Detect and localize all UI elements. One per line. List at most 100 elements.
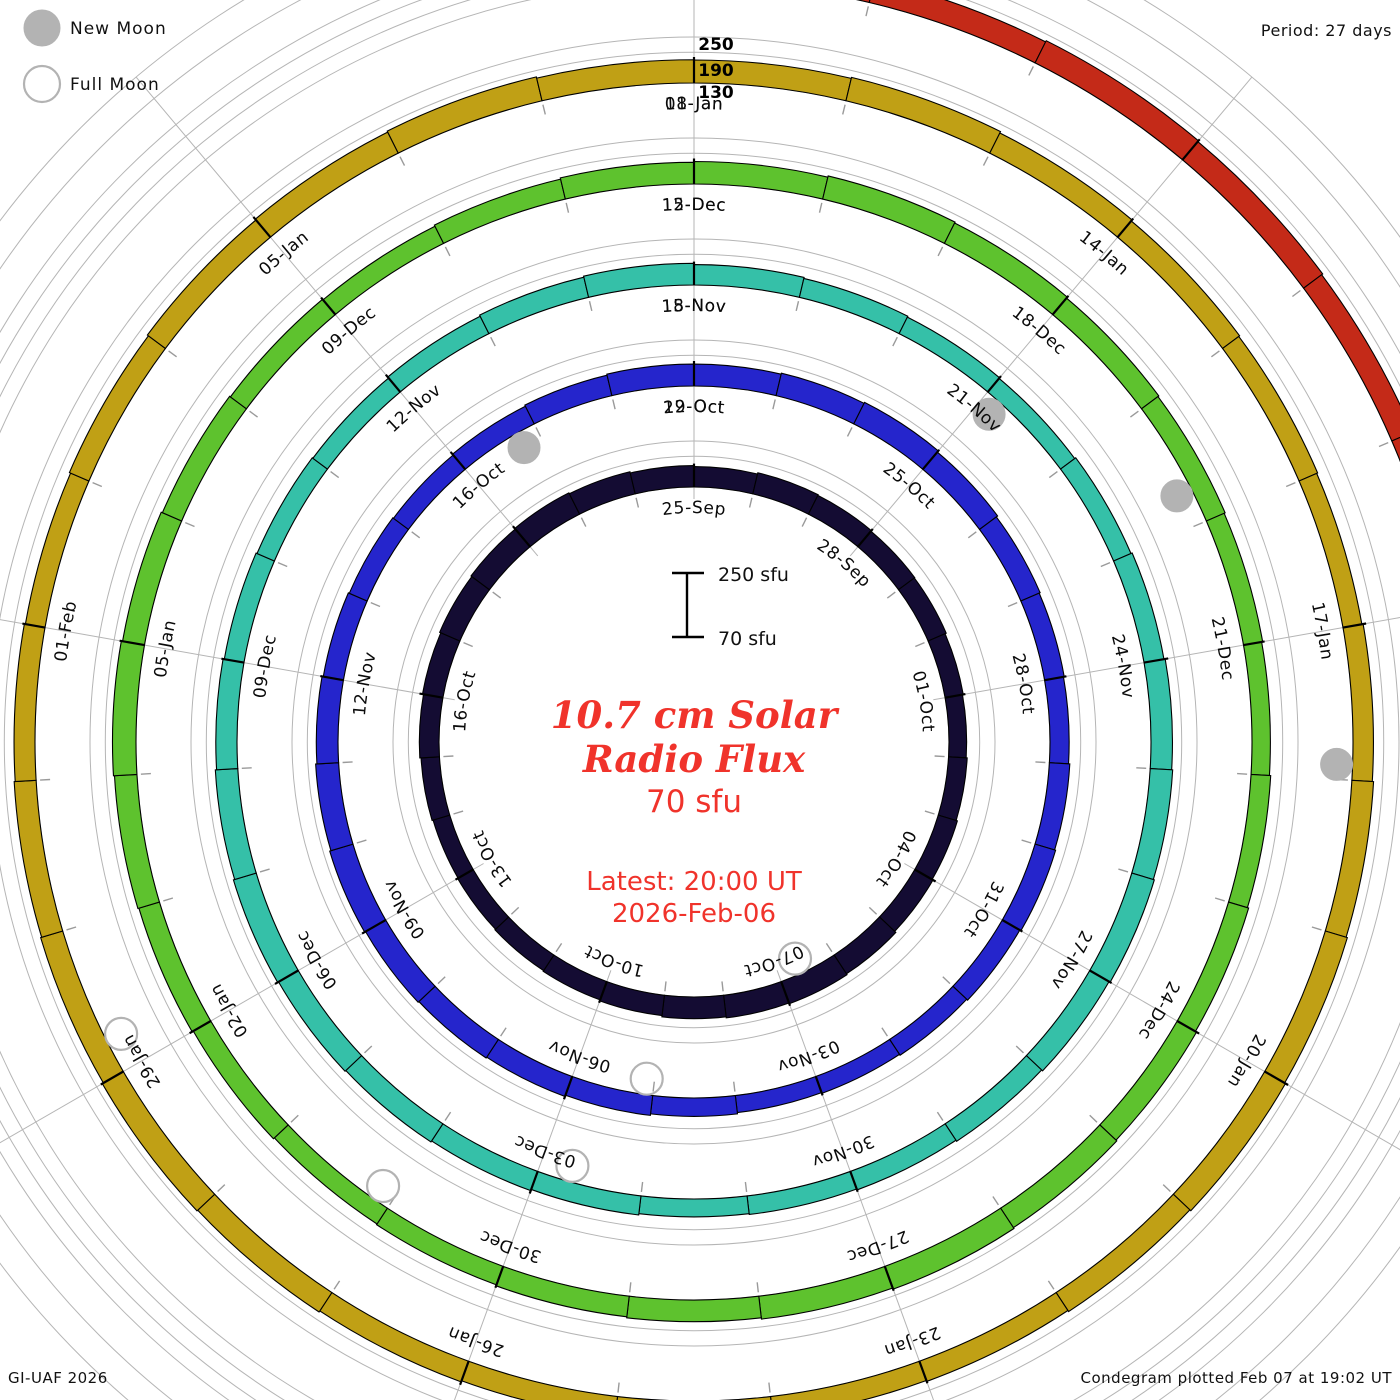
- flux-segment: [494, 916, 555, 972]
- date-label: 10-Oct: [581, 941, 646, 981]
- minor-tick: [629, 1282, 632, 1293]
- date-label: 12-Dec: [661, 195, 726, 216]
- flux-segment: [661, 994, 727, 1020]
- day-tick: [918, 1360, 929, 1384]
- minor-tick: [892, 336, 898, 347]
- day-tick: [814, 1076, 824, 1096]
- day-tick: [780, 981, 792, 1007]
- flux-segment: [1324, 779, 1375, 938]
- flux-segment: [277, 969, 363, 1072]
- flux-segment: [833, 916, 897, 975]
- minor-tick: [886, 591, 896, 599]
- minor-tick: [1311, 926, 1322, 931]
- flux-segment: [495, 1265, 630, 1318]
- date-label: 09-Dec: [250, 632, 281, 699]
- date-label: 19-Oct: [663, 397, 726, 418]
- minor-tick: [1136, 767, 1147, 769]
- minor-tick: [249, 410, 259, 418]
- day-tick: [1176, 1020, 1200, 1035]
- legend-new-moon-label: New Moon: [70, 19, 167, 39]
- minor-tick: [1237, 772, 1248, 775]
- minor-tick: [934, 755, 945, 758]
- flux-segment: [626, 1295, 762, 1323]
- flux-segment: [693, 466, 759, 495]
- minor-tick: [772, 399, 776, 410]
- date-label: 11-Jan: [664, 94, 723, 115]
- flux-segment: [146, 219, 272, 350]
- flux-segment: [432, 814, 474, 879]
- flux-segment: [606, 363, 695, 397]
- flux-segment: [315, 762, 354, 852]
- flux-segment: [599, 980, 666, 1017]
- minor-tick: [768, 1382, 771, 1393]
- flux-segment: [273, 1124, 389, 1225]
- new-moon-marker: [1320, 747, 1354, 781]
- chart-title-line1: 10.7 cm Solar: [551, 693, 840, 737]
- flux-segment: [898, 316, 1001, 393]
- flux-segment: [192, 1020, 289, 1140]
- day-tick: [921, 449, 941, 471]
- legend-full-moon-label: Full Moon: [70, 75, 160, 95]
- day-tick: [1089, 969, 1113, 985]
- footer-right: Condegram plotted Feb 07 at 19:02 UT: [1081, 1369, 1393, 1387]
- minor-tick: [588, 301, 593, 312]
- minor-tick: [453, 810, 464, 815]
- grid-spoke: [933, 617, 1400, 701]
- minor-tick: [330, 470, 340, 479]
- date-label: 01-Oct: [908, 669, 938, 733]
- center-scale-bar: 250 sfu 70 sfu: [672, 564, 789, 650]
- date-label: 23-Jan: [882, 1322, 944, 1361]
- minor-tick: [364, 1045, 373, 1054]
- minor-tick: [492, 591, 502, 599]
- flux-segment: [914, 814, 959, 881]
- date-label: 25-Sep: [661, 498, 727, 520]
- minor-tick: [399, 156, 406, 166]
- flux-segment: [418, 693, 444, 759]
- flux-segment: [421, 632, 461, 699]
- minor-tick: [640, 1181, 644, 1192]
- minor-tick: [443, 755, 454, 758]
- day-tick: [512, 525, 531, 548]
- minor-tick: [535, 427, 542, 437]
- flux-segment: [1242, 641, 1271, 777]
- day-tick: [494, 1265, 505, 1289]
- flux-segment: [897, 577, 947, 642]
- full-moon-marker: [555, 1148, 590, 1184]
- day-tick: [1342, 622, 1367, 629]
- flux-segment: [868, 0, 1047, 64]
- date-label: 28-Oct: [1008, 651, 1038, 715]
- grid-spoke: [0, 619, 455, 701]
- new-moon-icon: [23, 9, 61, 47]
- scale-label-250: 250: [698, 35, 734, 55]
- day-tick-marks: [22, 6, 1389, 1393]
- flux-segment: [638, 1195, 750, 1218]
- flux-segment: [734, 1075, 823, 1114]
- minor-tick: [333, 1280, 341, 1290]
- flux-segment: [888, 985, 968, 1056]
- flux-segment: [113, 773, 161, 910]
- minor-tick: [342, 761, 353, 764]
- minor-tick: [801, 517, 808, 527]
- minor-tick: [565, 202, 570, 213]
- grid-spoke: [453, 970, 612, 1400]
- flux-segment: [386, 76, 543, 154]
- minor-tick: [241, 767, 252, 769]
- day-tick: [119, 639, 145, 647]
- minor-tick: [1210, 350, 1220, 358]
- minor-tick: [842, 104, 846, 115]
- flux-segment: [1181, 140, 1324, 289]
- minor-tick: [555, 943, 563, 953]
- day-tick: [419, 692, 444, 699]
- flux-segment: [1143, 658, 1174, 771]
- minor-tick: [168, 350, 178, 358]
- day-tick: [1264, 1070, 1289, 1086]
- grid-spoke: [776, 970, 935, 1400]
- flux-segment: [807, 494, 873, 548]
- date-label: 17-Jan: [1307, 600, 1337, 661]
- day-tick: [100, 1070, 124, 1086]
- flux-segment: [978, 516, 1041, 602]
- day-tick: [189, 1020, 212, 1035]
- full-moon-icon: [22, 64, 62, 104]
